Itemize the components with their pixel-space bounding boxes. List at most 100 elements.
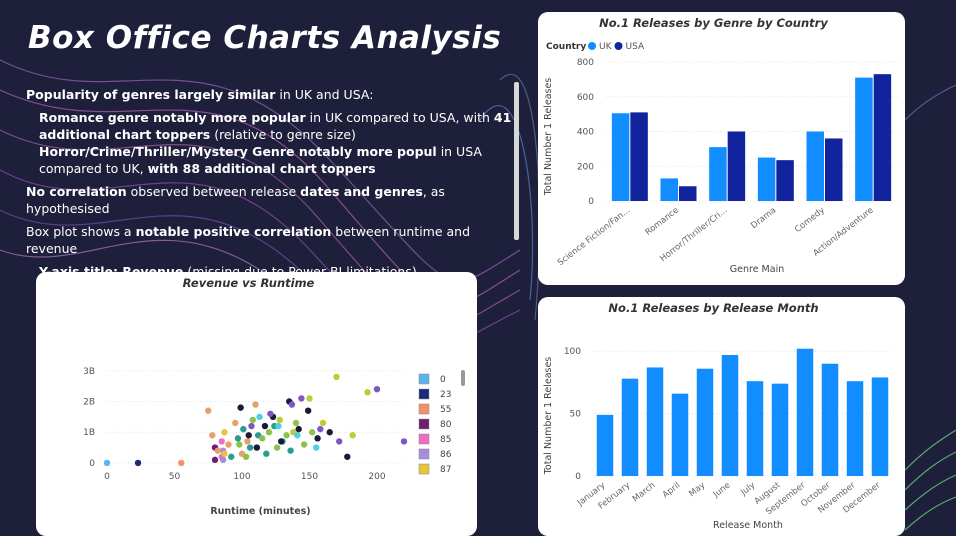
scatter-point <box>309 429 316 436</box>
scatter-point <box>225 441 232 448</box>
chart: No.1 Releases by Genre by Country 0 200 400… <box>543 16 898 275</box>
legend-label: 80 <box>440 420 452 430</box>
bar <box>646 367 664 476</box>
y-axis-label: Total Number 1 Releases <box>543 357 554 476</box>
scatter-point <box>273 444 281 451</box>
y-tick-label: 0 <box>588 197 594 207</box>
x-axis-label: Genre Main <box>730 264 784 275</box>
bar <box>671 393 689 476</box>
scatter-point <box>253 444 261 451</box>
legend-marker <box>418 448 430 460</box>
scatter-point <box>306 395 313 402</box>
scatter-point <box>292 419 300 427</box>
bar <box>630 112 648 201</box>
scatter-point <box>263 450 270 457</box>
legend-title: Country <box>546 42 586 52</box>
legend-marker <box>614 42 623 50</box>
bar <box>846 381 864 476</box>
scatter-point <box>276 416 283 424</box>
scatter-point <box>205 407 212 414</box>
x-tick-label: July <box>738 480 757 498</box>
bar <box>596 414 614 476</box>
note-text: with 88 additional chart toppers <box>147 161 376 176</box>
scatter-point <box>277 438 285 445</box>
scatter-point <box>256 413 263 421</box>
scatter-point <box>313 444 320 451</box>
x-tick-label: May <box>687 480 707 499</box>
chart-title: Revenue vs Runtime <box>183 276 315 290</box>
note-text: , as hypothesised <box>26 184 445 216</box>
bar <box>746 381 764 476</box>
scatter-point <box>219 456 227 464</box>
scatter-point <box>240 425 247 433</box>
bar <box>757 157 776 201</box>
scatter-point <box>249 416 256 424</box>
scatter-point <box>319 419 327 427</box>
scatter-point <box>228 453 235 460</box>
note-text: notable positive correlation <box>135 224 332 239</box>
chart-title: No.1 Releases by Release Month <box>608 301 818 315</box>
note: Romance genre notably more popular in UK… <box>26 109 516 143</box>
scatter-point <box>326 429 333 436</box>
bar <box>796 348 814 476</box>
note-text: Romance genre notably more popular <box>39 110 306 125</box>
note-text: in USA compared to UK, <box>39 144 482 176</box>
chart-panel: No.1 Releases by Release Month 0 50 100 Tota… <box>538 297 905 536</box>
scatter-point <box>261 422 269 430</box>
scatter-point <box>103 459 111 467</box>
bar <box>727 131 746 201</box>
bar <box>825 138 843 201</box>
scatter-point <box>221 429 228 436</box>
scatter-point <box>252 401 259 408</box>
note-text: (relative to genre size) <box>210 127 356 142</box>
y-tick-label: 100 <box>564 347 581 357</box>
note-text: between runtime and revenue <box>26 224 471 256</box>
legend-label: 86 <box>440 450 452 460</box>
note-text: 41 additional chart toppers <box>39 110 512 142</box>
legend-label: 85 <box>440 435 451 445</box>
bar <box>721 354 739 476</box>
scatter-point <box>317 425 324 433</box>
bar <box>771 383 789 476</box>
y-tick-label: 600 <box>577 93 594 103</box>
scatter-point <box>234 435 242 442</box>
scatter-point <box>300 441 308 448</box>
y-tick-label: 2B <box>83 397 95 407</box>
bar <box>871 377 889 476</box>
y-tick-label: 3B <box>83 367 95 377</box>
note: Horror/Crime/Thriller/Mystery Genre nota… <box>26 143 516 177</box>
scatter-point <box>209 432 216 439</box>
y-tick-label: 1B <box>83 428 95 438</box>
legend-label: 23 <box>440 390 451 400</box>
chart-panel: No.1 Releases by Genre by Country 0 200 400… <box>538 12 905 285</box>
bar <box>660 178 678 201</box>
scatter-point <box>211 456 219 464</box>
note: Box plot shows a notable positive correl… <box>26 223 516 257</box>
x-tick-label: March <box>631 480 658 504</box>
chart-title: No.1 Releases by Genre by Country <box>599 16 828 30</box>
bar <box>855 77 873 201</box>
y-tick-label: 0 <box>575 472 581 482</box>
note: No correlation observed between release … <box>26 183 516 217</box>
scatter-point <box>349 432 356 439</box>
note-text: in UK compared to USA, with <box>305 110 494 125</box>
x-tick-label: Science Fiction/Fan... <box>556 205 632 268</box>
scrollbar <box>514 82 519 240</box>
x-axis-label: Release Month <box>713 520 783 531</box>
scatter-point <box>288 401 296 408</box>
scatter-point <box>364 389 371 396</box>
scatter-point <box>245 432 252 439</box>
x-tick-label: Comedy <box>793 205 827 234</box>
scatter-point <box>333 373 340 381</box>
scatter-point <box>232 419 239 427</box>
x-tick-label: 150 <box>301 472 318 482</box>
legend-scrollbar <box>461 370 465 386</box>
bar <box>696 368 714 476</box>
legend-marker <box>418 373 430 385</box>
bar <box>621 378 639 476</box>
page-title: Box Office Charts Analysis <box>28 20 502 56</box>
scatter-point <box>218 438 225 445</box>
scatter-point <box>265 429 273 436</box>
